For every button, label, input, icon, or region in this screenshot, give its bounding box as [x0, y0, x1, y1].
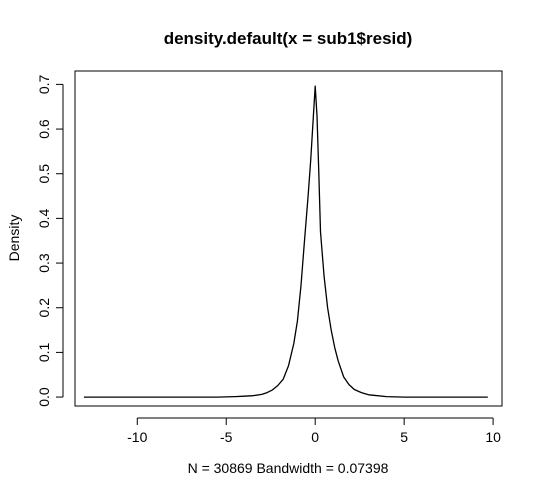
x-tick-label: -10 [127, 429, 147, 445]
y-tick-label: 0.4 [36, 208, 52, 228]
x-tick-label: 0 [311, 429, 319, 445]
y-tick-label: 0.1 [36, 342, 52, 362]
y-tick-label: 0.2 [36, 298, 52, 318]
x-axis-label: N = 30869 Bandwidth = 0.07398 [188, 460, 389, 476]
y-tick-label: 0.6 [36, 119, 52, 139]
y-tick-label: 0.3 [36, 253, 52, 273]
x-tick-label: 5 [400, 429, 408, 445]
y-axis: 0.0 0.1 0.2 0.3 0.4 0.5 0.6 0.7 [36, 74, 64, 407]
chart-title: density.default(x = sub1$resid) [164, 29, 413, 48]
y-axis-label: Density [6, 215, 22, 262]
y-tick-label: 0.0 [36, 387, 52, 407]
x-tick-label: -5 [220, 429, 233, 445]
density-curve [83, 85, 488, 398]
x-axis: -10 -5 0 5 10 [127, 417, 501, 445]
series-layer [83, 85, 488, 398]
y-tick-label: 0.5 [36, 164, 52, 184]
y-tick-label: 0.7 [36, 74, 52, 94]
x-tick-label: 10 [485, 429, 501, 445]
plot-frame [74, 70, 503, 407]
